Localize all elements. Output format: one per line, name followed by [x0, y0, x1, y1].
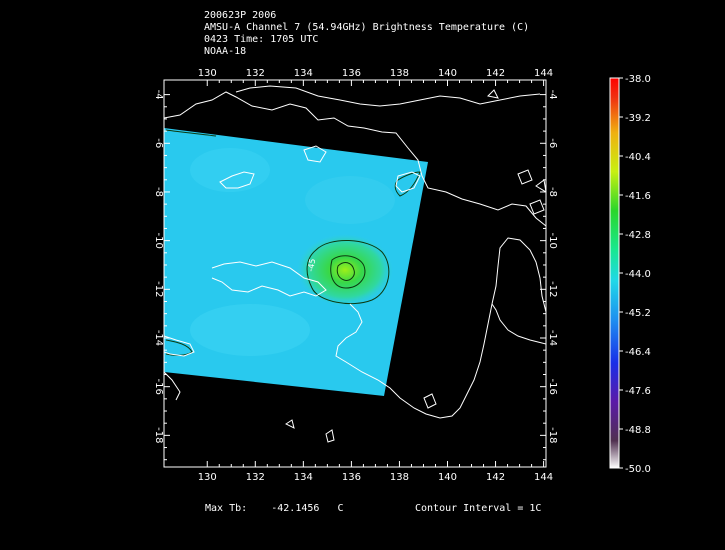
lon-tick-label: 130 [198, 472, 217, 483]
lon-tick-label: 144 [534, 68, 553, 79]
lat-tick-label: -16 [153, 379, 164, 395]
lat-tick-label: -6 [153, 138, 164, 148]
coastline-new-guinea [164, 91, 546, 227]
coastline-island [303, 145, 327, 163]
max-tb-value: -42.1456 [271, 503, 320, 514]
coastline-gulf [335, 237, 546, 419]
colorbar-label: -47.6 [625, 386, 651, 397]
lat-tick-label: -14 [153, 330, 164, 346]
colorbar-label: -50.0 [625, 464, 651, 475]
lat-tick-label: -10 [153, 232, 164, 248]
max-tb-label: Max Tb: [205, 503, 248, 514]
contour-line [165, 129, 217, 137]
swath-texture [190, 148, 270, 192]
lon-tick-label: 136 [342, 472, 361, 483]
contour-line [394, 171, 421, 197]
header-line-channel: AMSU-A Channel 7 (54.94GHz) Brightness T… [204, 22, 530, 33]
coastline-isle [325, 429, 335, 443]
coastline-island [395, 171, 421, 193]
lat-tick-label: -12 [547, 281, 558, 297]
lat-tick-label: -10 [547, 232, 558, 248]
coastline-new-guinea-north [235, 85, 541, 107]
coastline-isle [486, 89, 499, 99]
lat-tick-label: -8 [547, 187, 558, 197]
lon-tick-label: 140 [438, 68, 457, 79]
colorbar-label: -44.0 [625, 269, 651, 280]
coastline-west [164, 335, 195, 357]
lat-tick-label: -4 [547, 90, 558, 100]
lat-tick-label: -12 [153, 281, 164, 297]
colorbar [609, 77, 620, 469]
coastline-isle [529, 199, 545, 215]
coastline-cape-york [491, 303, 546, 345]
swath-texture [190, 304, 310, 356]
temperature-contours [165, 129, 421, 356]
coastline-island [219, 171, 255, 189]
contour-label: -45 [306, 258, 317, 272]
contour-line [330, 255, 366, 289]
contour-line [336, 262, 355, 281]
colorbar-label: -45.2 [625, 308, 651, 319]
lon-tick-label: 144 [534, 472, 553, 483]
colorbar-label: -42.8 [625, 230, 651, 241]
lat-tick-label: -16 [547, 379, 558, 395]
lon-tick-label: 134 [294, 472, 313, 483]
coastline-isle [285, 419, 295, 429]
contour-line [306, 239, 390, 305]
colorbar-label: -38.0 [625, 74, 651, 85]
lon-tick-label: 138 [390, 472, 409, 483]
contour-interval-text: Contour Interval = 1C [415, 503, 542, 514]
colorbar-label: -40.4 [625, 152, 651, 163]
lon-tick-label: 140 [438, 472, 457, 483]
map-ticks [164, 80, 546, 467]
lon-tick-label: 130 [198, 68, 217, 79]
warm-core [297, 234, 393, 306]
coastline-isle [535, 179, 546, 193]
coastline-bay [164, 371, 181, 401]
swath-texture [305, 176, 395, 224]
header-line-id: 200623P 2006 [204, 10, 277, 21]
header-line-time: 0423 Time: 1705 UTC [204, 34, 319, 45]
map-frame [163, 79, 547, 468]
lon-tick-label: 142 [486, 472, 505, 483]
max-tb-unit: C [337, 503, 344, 514]
lon-tick-label: 134 [294, 68, 313, 79]
coastline-arnhem [211, 261, 327, 297]
colorbar-labels: -38.0 -39.2 -40.4 -41.6 -42.8 -44.0 -45.2 -46.4… [619, 74, 651, 475]
coastlines [164, 85, 546, 443]
lon-tick-label: 138 [390, 68, 409, 79]
coastline-isle [423, 393, 437, 409]
map-tick-labels: 130 130 132 132 134 134 136 136 138 138 140 140 142 1… [153, 68, 558, 483]
colorbar-label: -39.2 [625, 113, 651, 124]
lat-tick-label: -6 [547, 138, 558, 148]
lat-tick-label: -18 [153, 427, 164, 443]
lon-tick-label: 136 [342, 68, 361, 79]
lon-tick-label: 132 [246, 68, 265, 79]
lat-tick-label: -4 [153, 90, 164, 100]
coastline-isle [517, 169, 533, 185]
image-header: 200623P 2006 AMSU-A Channel 7 (54.94GHz)… [204, 10, 529, 58]
max-tb-readout: Max Tb: -42.1456 C [205, 503, 344, 514]
lat-tick-label: -14 [547, 330, 558, 346]
map-area: -45 [164, 85, 546, 443]
colorbar-label: -48.8 [625, 425, 651, 436]
colorbar-label: -46.4 [625, 347, 651, 358]
lat-tick-label: -18 [547, 427, 558, 443]
contour-line [165, 339, 193, 356]
lon-tick-label: 142 [486, 68, 505, 79]
lon-tick-label: 132 [246, 472, 265, 483]
lat-tick-label: -8 [153, 187, 164, 197]
header-line-satellite: NOAA-18 [204, 46, 247, 57]
colorbar-label: -41.6 [625, 191, 651, 202]
